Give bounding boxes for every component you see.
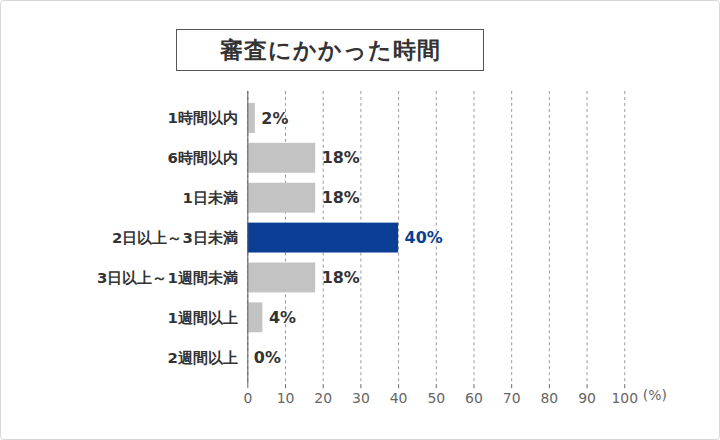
svg-text:80: 80 — [540, 390, 558, 406]
svg-text:60: 60 — [465, 390, 483, 406]
svg-text:(%): (%) — [643, 387, 667, 403]
svg-text:20: 20 — [314, 390, 332, 406]
svg-text:2日以上～3日未満: 2日以上～3日未満 — [112, 229, 238, 247]
svg-text:4%: 4% — [269, 308, 296, 327]
svg-text:40: 40 — [390, 390, 408, 406]
html-text:審査にかかった時間: 審査にかかった時間 — [219, 36, 441, 63]
svg-text:1週間以上: 1週間以上 — [167, 309, 237, 327]
svg-text:6時間以内: 6時間以内 — [167, 149, 237, 167]
svg-text:3日以上～1週間未満: 3日以上～1週間未満 — [97, 269, 238, 287]
svg-text:90: 90 — [578, 390, 596, 406]
svg-text:0%: 0% — [254, 348, 281, 367]
svg-text:2%: 2% — [261, 109, 288, 128]
svg-text:18%: 18% — [322, 268, 360, 287]
svg-text:70: 70 — [503, 390, 521, 406]
svg-text:18%: 18% — [322, 148, 360, 167]
svg-text:50: 50 — [427, 390, 445, 406]
svg-text:10: 10 — [277, 390, 295, 406]
svg-text:30: 30 — [352, 390, 370, 406]
svg-text:40%: 40% — [405, 228, 443, 247]
svg-text:0: 0 — [243, 390, 252, 406]
svg-text:100: 100 — [611, 390, 638, 406]
svg-text:1日未満: 1日未満 — [182, 189, 237, 207]
svg-text:18%: 18% — [322, 188, 360, 207]
svg-text:2週間以上: 2週間以上 — [167, 349, 237, 367]
svg-text:1時間以内: 1時間以内 — [167, 109, 237, 127]
